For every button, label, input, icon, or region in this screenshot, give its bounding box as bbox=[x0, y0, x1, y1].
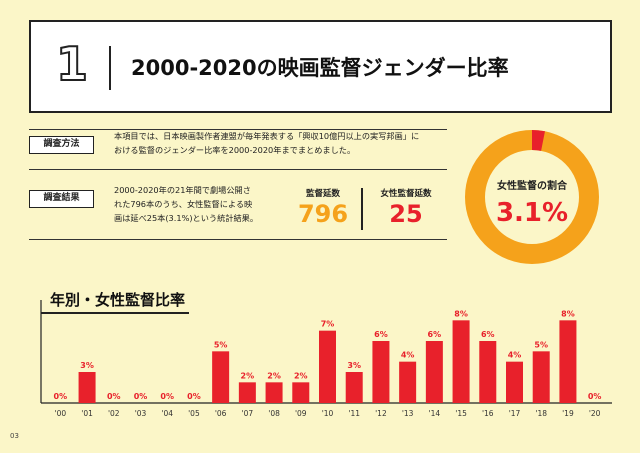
stat-directors-value: 796 bbox=[297, 200, 349, 228]
x-tick-label-16: '16 bbox=[482, 409, 494, 418]
stat-female-value: 25 bbox=[389, 200, 423, 228]
result-text: 2000-2020年の21年間で劇場公開さ れた796本のうち、女性監督による映… bbox=[114, 183, 258, 225]
bar-10 bbox=[319, 330, 336, 403]
bar-13 bbox=[399, 361, 417, 403]
bar-value-label-12: 6% bbox=[374, 330, 388, 339]
x-tick-label-0: '00 bbox=[55, 409, 67, 418]
bar-value-label-6: 5% bbox=[214, 340, 228, 349]
bar-value-label-4: 0% bbox=[160, 392, 174, 401]
x-tick-label-13: '13 bbox=[402, 409, 414, 418]
x-tick-label-5: '05 bbox=[188, 409, 200, 418]
bar-value-label-8: 2% bbox=[267, 371, 281, 380]
method-line-1: 本項目では、日本映画製作者連盟が毎年発表する「興収10億円以上の実写邦画」に bbox=[114, 131, 420, 141]
bar-value-label-0: 0% bbox=[54, 392, 68, 401]
chart-title-underline bbox=[41, 312, 189, 314]
stat-female-label: 女性監督延数 bbox=[380, 189, 432, 199]
bar-value-label-19: 8% bbox=[561, 309, 575, 318]
bar-value-label-3: 0% bbox=[134, 392, 148, 401]
chart-title: 年別・女性監督比率 bbox=[50, 291, 186, 309]
divider-bottom bbox=[29, 239, 447, 240]
bar-16 bbox=[479, 341, 497, 403]
x-tick-label-10: '10 bbox=[322, 409, 334, 418]
x-tick-label-7: '07 bbox=[242, 409, 254, 418]
x-tick-label-8: '08 bbox=[268, 409, 280, 418]
bar-14 bbox=[425, 341, 443, 403]
bar-value-label-11: 3% bbox=[347, 361, 361, 370]
stat-directors-label: 監督延数 bbox=[305, 189, 340, 199]
donut-track bbox=[465, 130, 599, 264]
divider-top bbox=[29, 129, 447, 130]
stat-separator bbox=[361, 188, 363, 230]
bar-value-label-2: 0% bbox=[107, 392, 121, 401]
bar-value-label-14: 6% bbox=[428, 330, 442, 339]
donut-label: 女性監督の割合 bbox=[497, 179, 568, 192]
method-text: 本項目では、日本映画製作者連盟が毎年発表する「興収10億円以上の実写邦画」に お… bbox=[114, 129, 419, 157]
header-divider bbox=[109, 46, 111, 90]
bar-7 bbox=[238, 382, 256, 403]
bar-value-label-20: 0% bbox=[588, 392, 602, 401]
bar-19 bbox=[559, 320, 577, 403]
bar-15 bbox=[452, 320, 470, 403]
bar-9 bbox=[292, 382, 310, 403]
result-line-2: れた796本のうち、女性監督による映 bbox=[114, 199, 253, 209]
donut-female-slice bbox=[531, 130, 545, 151]
bar-value-label-9: 2% bbox=[294, 371, 308, 380]
bar-value-label-7: 2% bbox=[241, 371, 255, 380]
section-number: 1 bbox=[55, 36, 89, 92]
divider-middle bbox=[29, 169, 447, 170]
x-tick-label-18: '18 bbox=[535, 409, 547, 418]
bar-value-label-1: 3% bbox=[80, 361, 94, 370]
x-tick-label-9: '09 bbox=[295, 409, 307, 418]
stat-directors: 監督延数 796 bbox=[283, 187, 363, 229]
x-tick-label-4: '04 bbox=[161, 409, 173, 418]
page-title: 2000-2020の映画監督ジェンダー比率 bbox=[131, 56, 509, 80]
x-tick-label-12: '12 bbox=[375, 409, 387, 418]
bar-18 bbox=[532, 351, 550, 403]
x-tick-label-17: '17 bbox=[509, 409, 521, 418]
bar-6 bbox=[212, 351, 230, 403]
bar-1 bbox=[78, 372, 96, 403]
method-line-2: おける監督のジェンダー比率を2000-2020年までまとめました。 bbox=[114, 145, 356, 155]
x-tick-label-14: '14 bbox=[429, 409, 441, 418]
method-tag: 調査方法 bbox=[29, 136, 94, 154]
bar-value-label-18: 5% bbox=[534, 340, 548, 349]
donut-value: 3.1% bbox=[496, 198, 568, 228]
x-tick-label-15: '15 bbox=[455, 409, 467, 418]
result-line-1: 2000-2020年の21年間で劇場公開さ bbox=[114, 185, 251, 195]
result-line-3: 画は延べ25本(3.1%)という統計結果。 bbox=[114, 213, 259, 223]
x-tick-label-19: '19 bbox=[562, 409, 574, 418]
bar-8 bbox=[265, 382, 283, 403]
bar-11 bbox=[345, 372, 363, 403]
bar-value-label-16: 6% bbox=[481, 330, 495, 339]
bar-12 bbox=[372, 341, 390, 403]
header-box: 1 2000-2020の映画監督ジェンダー比率 bbox=[29, 20, 612, 113]
bar-value-label-5: 0% bbox=[187, 392, 201, 401]
result-tag: 調査結果 bbox=[29, 190, 94, 208]
page-number: 03 bbox=[10, 432, 19, 440]
bar-value-label-13: 4% bbox=[401, 351, 415, 360]
bar-17 bbox=[506, 361, 523, 403]
bar-value-label-10: 7% bbox=[321, 320, 335, 329]
x-tick-label-11: '11 bbox=[348, 409, 360, 418]
donut-chart: 女性監督の割合 3.1% bbox=[465, 130, 599, 264]
x-tick-label-2: '02 bbox=[108, 409, 120, 418]
bar-value-label-15: 8% bbox=[454, 309, 468, 318]
bar-value-label-17: 4% bbox=[508, 351, 522, 360]
x-tick-label-20: '20 bbox=[589, 409, 601, 418]
x-tick-label-6: '06 bbox=[215, 409, 227, 418]
x-tick-label-3: '03 bbox=[135, 409, 147, 418]
x-tick-label-1: '01 bbox=[81, 409, 93, 418]
stat-female: 女性監督延数 25 bbox=[366, 187, 446, 229]
